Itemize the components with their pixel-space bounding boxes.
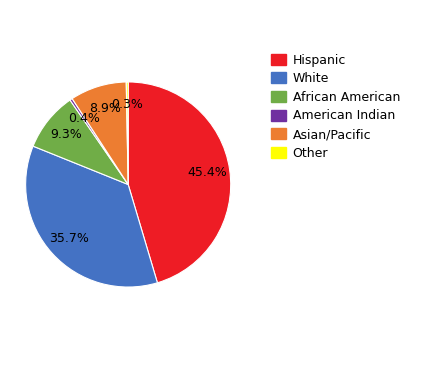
- Text: 8.9%: 8.9%: [89, 101, 121, 114]
- Legend: Hispanic, White, African American, American Indian, Asian/Pacific, Other: Hispanic, White, African American, Ameri…: [268, 50, 404, 163]
- Wedge shape: [26, 146, 157, 287]
- Text: 35.7%: 35.7%: [49, 232, 89, 245]
- Wedge shape: [126, 82, 128, 184]
- Text: 45.4%: 45.4%: [187, 166, 227, 179]
- Text: 9.3%: 9.3%: [50, 128, 82, 141]
- Text: 0.3%: 0.3%: [111, 98, 143, 111]
- Wedge shape: [33, 100, 128, 184]
- Wedge shape: [128, 82, 231, 283]
- Wedge shape: [70, 99, 128, 184]
- Wedge shape: [72, 82, 128, 184]
- Text: 0.4%: 0.4%: [68, 111, 99, 125]
